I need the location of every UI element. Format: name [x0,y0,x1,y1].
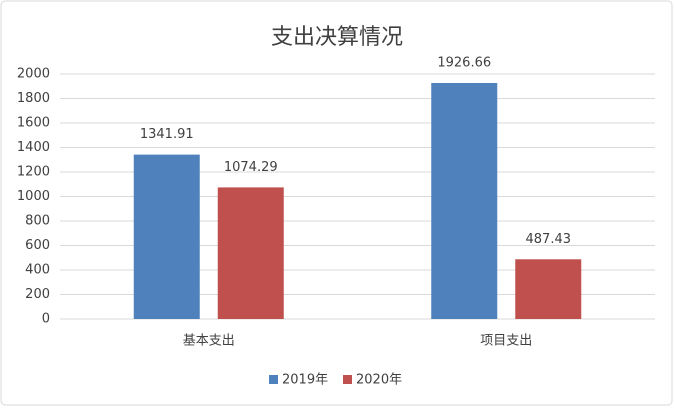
y-tick-label: 200 [25,287,50,302]
legend-swatch [343,375,352,384]
data-label: 1341.91 [140,127,194,142]
y-tick-label: 2000 [17,67,50,82]
bar [217,187,284,319]
x-tick-label: 项目支出 [480,334,532,349]
bar [431,82,498,319]
x-tick-label: 基本支出 [183,334,235,349]
legend-label: 2020年 [356,373,402,388]
y-tick-label: 1400 [17,140,50,155]
y-tick-label: 600 [25,238,50,253]
y-tick-label: 800 [25,214,50,229]
data-label: 1926.66 [437,55,491,70]
bar [133,154,200,319]
bar [515,259,582,319]
y-tick-label: 1000 [17,189,50,204]
chart-title: 支出决算情况 [271,25,403,50]
y-tick-label: 400 [25,263,50,278]
data-label: 487.43 [526,232,572,247]
legend-label: 2019年 [282,373,328,388]
y-tick-label: 1200 [17,165,50,180]
y-tick-label: 1800 [17,91,50,106]
y-tick-label: 0 [42,312,50,327]
y-tick-label: 1600 [17,116,50,131]
legend-swatch [269,375,278,384]
data-label: 1074.29 [224,160,278,175]
